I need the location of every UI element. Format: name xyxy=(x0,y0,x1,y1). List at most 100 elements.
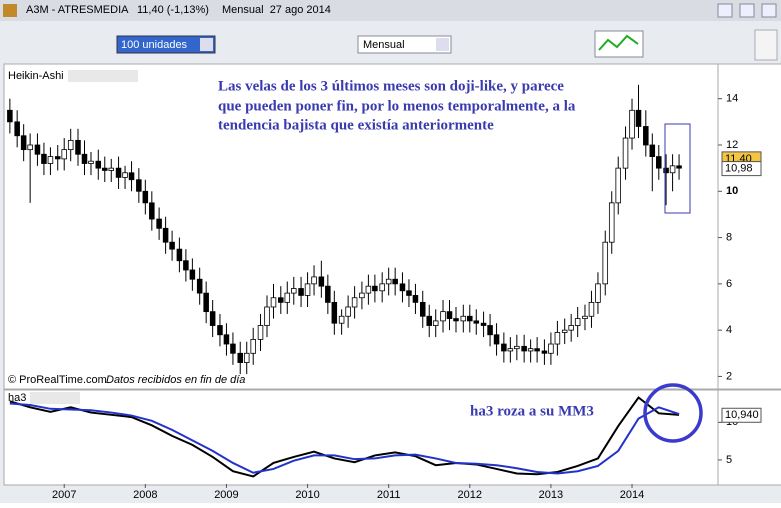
candle-body xyxy=(541,350,548,354)
y-tick-label: 14 xyxy=(726,93,738,105)
x-tick-label: 2013 xyxy=(539,489,563,501)
candle-body xyxy=(284,292,291,303)
candle-body xyxy=(250,338,256,354)
candle-body xyxy=(338,315,345,324)
candle-body xyxy=(663,167,669,174)
units-select[interactable] xyxy=(116,35,216,54)
candle-body xyxy=(156,218,162,229)
candle-body xyxy=(67,139,74,151)
candle-body xyxy=(264,306,270,326)
price-label-box xyxy=(721,161,762,177)
candle-body xyxy=(676,165,682,169)
candle-body xyxy=(325,285,331,303)
candle-body xyxy=(318,276,325,287)
candle-body xyxy=(75,139,81,155)
candle-body xyxy=(493,334,500,345)
highlight-circle xyxy=(643,383,703,443)
candle-body xyxy=(432,320,439,326)
candle-body xyxy=(169,241,175,250)
candle-body xyxy=(406,290,412,296)
candle-body xyxy=(257,325,264,340)
price-label: 10,98 xyxy=(725,163,753,175)
panel-label: Heikin-Ashi xyxy=(8,70,64,82)
candle-body xyxy=(588,301,595,317)
candle-body xyxy=(108,167,115,171)
period-date: Mensual 27 ago 2014 xyxy=(222,4,331,16)
candle-body xyxy=(311,276,317,285)
panel-tools[interactable] xyxy=(30,392,80,404)
candle-body xyxy=(209,311,216,326)
candle-body xyxy=(196,278,203,294)
candle-body xyxy=(243,352,250,363)
dropdown-arrow xyxy=(200,38,213,51)
candle-body xyxy=(61,149,67,160)
candle-body xyxy=(440,311,446,322)
period-select[interactable] xyxy=(357,35,452,54)
candle-body xyxy=(27,144,33,151)
candle-body xyxy=(372,285,378,292)
candle-body xyxy=(345,306,351,317)
candle-body xyxy=(669,165,676,174)
candle-body xyxy=(136,179,142,192)
candle-body xyxy=(237,352,243,363)
side-button[interactable] xyxy=(754,29,778,61)
candle-body xyxy=(643,126,649,146)
candle-body xyxy=(487,325,493,336)
y-tick-label: 4 xyxy=(726,324,732,336)
candle-body xyxy=(230,343,236,354)
candle-body xyxy=(14,121,20,137)
candle-body xyxy=(514,345,520,350)
candle-body xyxy=(548,343,554,354)
candle-body xyxy=(534,348,540,352)
candle-body xyxy=(142,190,149,204)
candle-body xyxy=(507,348,514,352)
x-tick-label: 2007 xyxy=(52,489,76,501)
y-tick-label: 6 xyxy=(726,278,732,290)
panel-label: ha3 xyxy=(8,392,26,404)
candle-body xyxy=(149,202,155,220)
candle-body xyxy=(41,153,47,164)
candle-body xyxy=(183,260,189,271)
app-icon xyxy=(3,4,17,17)
candle-body xyxy=(649,144,656,157)
candle-body xyxy=(20,135,27,151)
candle-body xyxy=(162,227,169,243)
candle-body xyxy=(81,153,88,164)
candle-body xyxy=(385,278,392,285)
candle-body xyxy=(331,301,338,324)
candle-body xyxy=(34,144,41,155)
lower-panel xyxy=(3,389,781,486)
candle-body xyxy=(622,137,629,169)
x-tick-label: 2008 xyxy=(133,489,157,501)
window-button[interactable] xyxy=(761,3,777,18)
x-tick-label: 2014 xyxy=(620,489,644,501)
highlight-box xyxy=(664,123,691,214)
candle-body xyxy=(554,332,561,345)
annotation: Las velas de los 3 últimos meses son doj… xyxy=(218,78,564,94)
candle-body xyxy=(128,172,135,181)
x-tick-label: 2012 xyxy=(458,489,482,501)
period-select-text: Mensual xyxy=(363,39,405,51)
candle-body xyxy=(635,109,642,127)
panel-tools[interactable] xyxy=(68,70,138,82)
candle-body xyxy=(217,325,223,336)
candle-body xyxy=(453,318,459,322)
annotation: que pueden poner fin, por lo menos tempo… xyxy=(218,98,576,114)
candle-body xyxy=(582,315,588,319)
candle-body xyxy=(365,285,372,294)
candle-body xyxy=(7,109,13,123)
symbol: A3M - ATRESMEDIA xyxy=(26,4,129,16)
candle-body xyxy=(574,318,581,326)
candle-body xyxy=(115,167,122,178)
candle-body xyxy=(359,292,365,299)
candle-body xyxy=(608,202,615,243)
candle-body xyxy=(95,160,102,169)
x-tick-label: 2011 xyxy=(377,489,401,501)
window-button[interactable] xyxy=(739,3,755,18)
window-button[interactable] xyxy=(717,3,733,18)
candle-body xyxy=(446,311,453,319)
price-label: 10,940 xyxy=(725,409,759,421)
x-tick-label: 2009 xyxy=(214,489,238,501)
candle-body xyxy=(278,297,284,303)
